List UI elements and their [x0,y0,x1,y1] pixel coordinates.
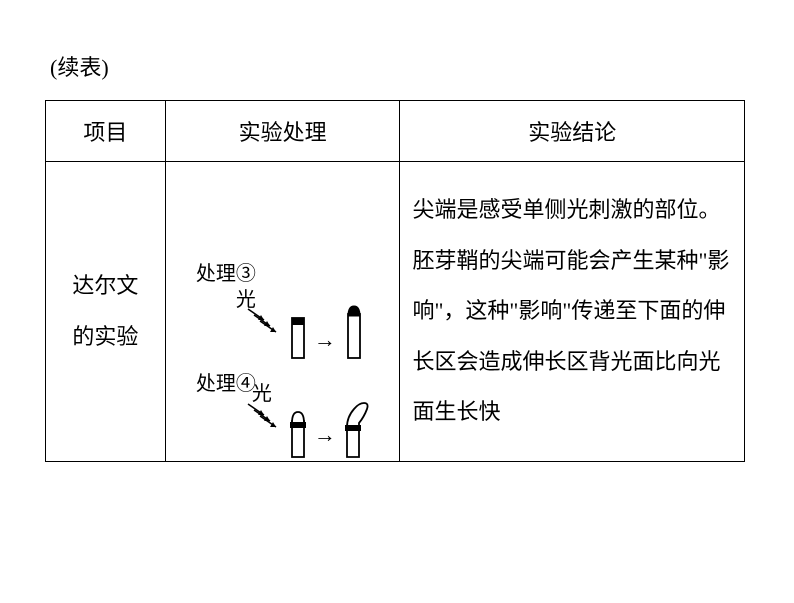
treatment-4-label: 处理④ [196,367,256,396]
project-cell: 达尔文 的实验 [46,162,166,462]
header-project: 项目 [46,101,166,162]
treatment-3-label: 处理③ [196,257,256,286]
table-caption: (续表) [50,50,749,82]
light-arrows-icon-3 [246,307,286,337]
experiment-table: 项目 实验处理 实验结论 达尔文 的实验 处理③ 光 [45,100,745,462]
diagram-cell: 处理③ 光 → [165,162,400,462]
project-text-line2: 的实验 [54,312,157,363]
arrow-right-icon-4: → [314,422,336,448]
project-text-line1: 达尔文 [54,261,157,312]
coleoptile-bent-icon [342,399,374,461]
light-arrows-icon-4 [246,402,286,432]
header-treatment: 实验处理 [165,101,400,162]
coleoptile-capped-icon [288,407,308,462]
conclusion-cell: 尖端是感受单侧光刺激的部位。胚芽鞘的尖端可能会产生某种"影响"，这种"影响"传递… [400,162,745,462]
coleoptile-no-tip-icon [288,312,308,362]
arrow-right-icon-3: → [314,327,336,353]
coleoptile-straight-icon [344,303,364,363]
table-data-row: 达尔文 的实验 处理③ 光 [46,162,745,462]
table-header-row: 项目 实验处理 实验结论 [46,101,745,162]
header-conclusion: 实验结论 [400,101,745,162]
conclusion-text: 尖端是感受单侧光刺激的部位。胚芽鞘的尖端可能会产生某种"影响"，这种"影响"传递… [412,197,729,424]
